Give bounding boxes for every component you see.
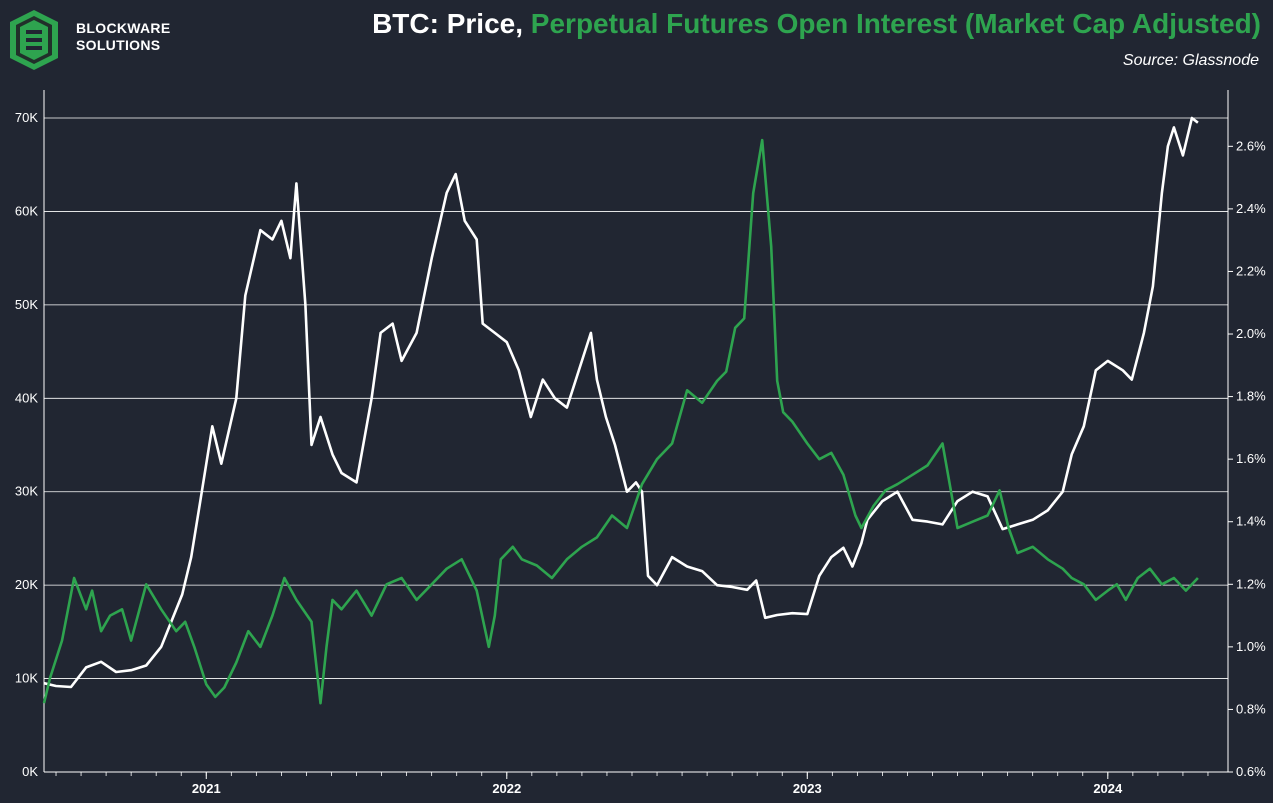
- right-tick-label: 2.0%: [1236, 326, 1266, 341]
- right-axis-ticks: 0.6% 0.8% 1.0% 1.2% 1.4% 1.6% 1.8% 2.0% 2.2% 2.4%…: [1228, 138, 1266, 779]
- right-tick-label: 1.6%: [1236, 451, 1266, 466]
- axes: [43, 90, 1229, 773]
- left-tick-label: 30K: [15, 484, 38, 499]
- right-tick-label: 1.4%: [1236, 514, 1266, 529]
- logo-hexagon-icon: [10, 10, 58, 70]
- right-tick-label: 0.6%: [1236, 764, 1266, 779]
- x-axis-ticks: 2021 2022 2023 2024: [55, 772, 1209, 796]
- open-interest-line: [42, 138, 1199, 705]
- title-part-open-interest: Perpetual Futures Open Interest (Market …: [530, 8, 1261, 39]
- chart-title: BTC: Price, Perpetual Futures Open Inter…: [372, 8, 1261, 40]
- left-axis-ticks: 0K 10K 20K 30K 40K 50K 60K 70K: [15, 110, 38, 779]
- logo-text: BLOCKWARE SOLUTIONS: [76, 20, 170, 54]
- left-tick-label: 60K: [15, 203, 38, 218]
- price-line: [43, 116, 1199, 689]
- right-tick-label: 2.4%: [1236, 201, 1266, 216]
- right-tick-label: 2.2%: [1236, 263, 1266, 278]
- x-tick-label: 2022: [492, 781, 521, 796]
- series-lines: [42, 116, 1199, 705]
- right-tick-label: 2.6%: [1236, 138, 1266, 153]
- right-tick-label: 1.8%: [1236, 389, 1266, 404]
- source-label: Source: Glassnode: [1122, 52, 1259, 69]
- x-tick-label: 2021: [192, 781, 221, 796]
- left-tick-label: 10K: [15, 671, 38, 686]
- right-tick-label: 0.8%: [1236, 701, 1266, 716]
- right-tick-label: 1.2%: [1236, 576, 1266, 591]
- title-part-price: BTC: Price,: [372, 8, 524, 39]
- logo-line-1: BLOCKWARE: [76, 20, 171, 36]
- right-tick-label: 1.0%: [1236, 639, 1266, 654]
- x-tick-label: 2023: [793, 781, 822, 796]
- left-tick-label: 20K: [15, 577, 38, 592]
- logo-line-2: SOLUTIONS: [76, 37, 161, 53]
- blockware-logo: BLOCKWARE SOLUTIONS: [8, 8, 170, 72]
- left-tick-label: 50K: [15, 297, 38, 312]
- left-tick-label: 40K: [15, 390, 38, 405]
- grid-lines: [44, 117, 1228, 679]
- left-tick-label: 0K: [22, 764, 38, 779]
- x-tick-label: 2024: [1093, 781, 1123, 796]
- left-tick-label: 70K: [15, 110, 38, 125]
